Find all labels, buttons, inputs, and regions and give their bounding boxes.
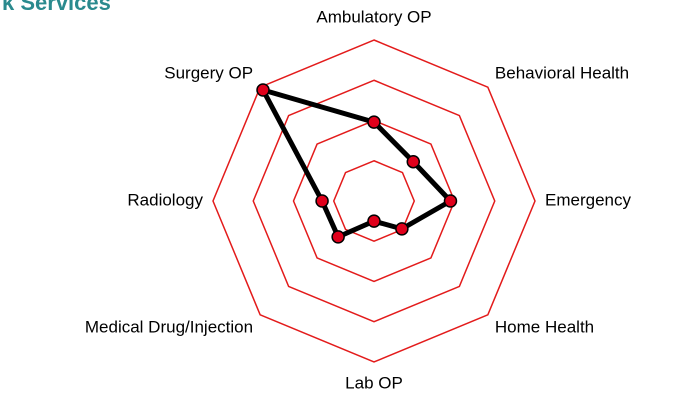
grid-ring: [332, 159, 416, 243]
series-line: [260, 87, 453, 240]
axis-label: Surgery OP: [164, 64, 253, 83]
grid-ring: [252, 79, 496, 323]
data-point: [331, 230, 345, 244]
grid-ring: [212, 39, 536, 363]
axis-label: Home Health: [495, 317, 594, 336]
data-point: [406, 154, 421, 169]
data-point: [315, 194, 329, 208]
data-point: [443, 194, 458, 208]
data-point: [256, 83, 270, 97]
data-point: [367, 115, 381, 129]
axis-label: Radiology: [127, 190, 203, 209]
chart-title: k Services: [2, 0, 111, 15]
grid-ring: [292, 119, 456, 283]
axis-label: Behavioral Health: [495, 64, 629, 83]
axis-label: Medical Drug/Injection: [85, 317, 253, 336]
axis-label: Emergency: [545, 190, 631, 209]
axis-label: Ambulatory OP: [316, 7, 431, 26]
data-point: [367, 214, 381, 228]
data-point: [395, 222, 409, 236]
axis-label: Lab OP: [345, 373, 403, 392]
